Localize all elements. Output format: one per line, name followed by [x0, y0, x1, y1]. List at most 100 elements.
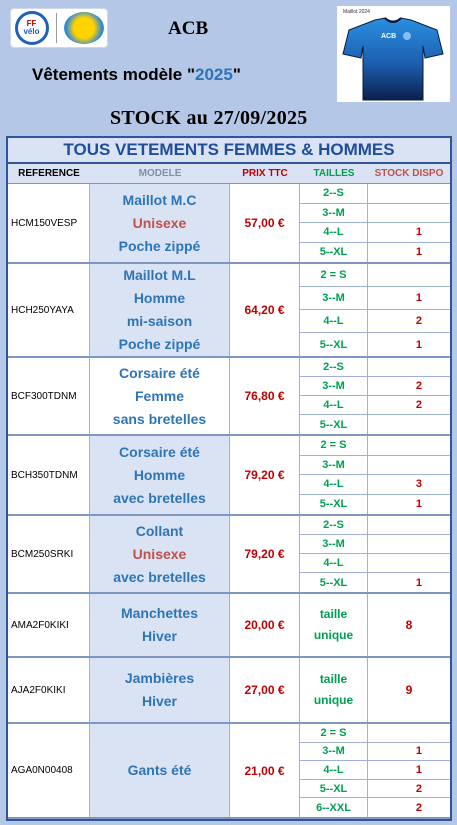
size-label: 2--S: [300, 184, 368, 203]
stock-qty: 3: [415, 478, 422, 491]
model-cell: Maillot M.L Homme mi-saison Poche zippé: [90, 264, 230, 356]
model-line: Homme: [133, 290, 186, 306]
stock-qty: [368, 456, 450, 475]
model-line: Gants été: [127, 762, 192, 778]
stock-qty: 2: [415, 315, 422, 327]
size-label: 4--L: [300, 310, 368, 332]
sizes-cell: 2 = S 3--M 1 4--L 1 5--XL 2 6--XXL 2: [300, 724, 450, 817]
stock-qty: 1: [415, 338, 422, 351]
size-label: 3--M: [300, 742, 368, 761]
size-label: 4--L: [300, 761, 368, 779]
size-label: 5--XL: [300, 242, 368, 262]
model-line: Hiver: [141, 693, 178, 709]
table-row: BCM250SRKI Collant Unisexe avec bretelles 79…: [8, 516, 450, 594]
size-label: 5--XL: [300, 779, 368, 798]
stock-qty: 2: [415, 782, 422, 795]
table-row: AJA2F0KIKI Jambières Hiver 27,00 € taille uni…: [8, 658, 450, 724]
model-line: Hiver: [141, 628, 178, 644]
reference-cell: BCH350TDNM: [8, 436, 90, 514]
stock-date-title: STOCK au 27/09/2025: [110, 107, 308, 129]
size-row: 5--XL: [300, 415, 450, 434]
size-row: 3--M 2: [300, 377, 450, 396]
size-label: 3--M: [300, 455, 368, 474]
stock-qty: 1: [415, 745, 422, 758]
size-label: 4--L: [300, 554, 368, 572]
size-row: 5--XL 1: [300, 573, 450, 592]
price-cell: 20,00 €: [230, 594, 300, 656]
size-row: 4--L 2: [300, 310, 450, 333]
subtitle: Vêtements modèle "2025": [32, 65, 241, 84]
size-label: 5--XL: [300, 494, 368, 514]
size-row: 3--M: [300, 535, 450, 554]
stock-qty: [368, 415, 450, 434]
size-row: 6--XXL 2: [300, 798, 450, 817]
size-row: 2--S: [300, 184, 450, 204]
page-header: FF vélo ACB Vêtements modèle "2025" STOCK…: [0, 0, 457, 136]
col-header-tailles: TAILLES: [300, 164, 368, 184]
sizes-cell: 2 = S 3--M 1 4--L 2 5--XL 1: [300, 264, 450, 356]
size-label: 4--L: [300, 475, 368, 494]
stock-qty: 1: [415, 576, 422, 589]
club-title: ACB: [168, 18, 209, 39]
model-line: Poche zippé: [118, 336, 201, 352]
stock-qty: 8: [405, 618, 413, 632]
col-header-prix: PRIX TTC: [230, 164, 300, 184]
col-header-reference: REFERENCE: [8, 164, 90, 184]
stock-qty: 1: [415, 763, 422, 776]
size-row: 4--L 2: [300, 396, 450, 415]
stock-qty: 1: [415, 292, 422, 304]
size-row: 3--M: [300, 455, 450, 475]
size-row: 5--XL 1: [300, 333, 450, 356]
table-row: BCH350TDNM Corsaire été Homme avec bretelle…: [8, 436, 450, 516]
model-cell: Corsaire été Femme sans bretelles: [90, 358, 230, 434]
stock-qty: 2: [415, 380, 422, 392]
model-line: Poche zippé: [118, 237, 201, 254]
sizes-cell: taille unique 9: [300, 658, 450, 722]
model-line: Collant: [135, 522, 184, 539]
size-row: 3--M: [300, 203, 450, 223]
table-row: HCH250YAYA Maillot M.L Homme mi-saison Poche…: [8, 264, 450, 358]
stock-qty: 9: [405, 683, 413, 697]
reference-cell: BCF300TDNM: [8, 358, 90, 434]
size-row: 2--S: [300, 358, 450, 377]
price-cell: 76,80 €: [230, 358, 300, 434]
model-line: Homme: [133, 466, 186, 483]
stock-qty: [368, 516, 450, 534]
size-label: 3--M: [300, 535, 368, 553]
subtitle-year: 2025: [195, 65, 233, 84]
stock-table: TOUS VETEMENTS FEMMES & HOMMES REFERENCE…: [6, 136, 452, 821]
size-label: 3--M: [300, 287, 368, 309]
model-line: Corsaire été: [119, 443, 200, 460]
size-label: 2 = S: [300, 436, 368, 455]
size-row: taille unique 9: [300, 658, 450, 722]
size-label: 4--L: [300, 396, 368, 414]
model-line: Femme: [134, 387, 185, 404]
price-cell: 27,00 €: [230, 658, 300, 722]
price-cell: 21,00 €: [230, 724, 300, 817]
jersey-icon: ACB: [342, 17, 444, 101]
model-line: Maillot M.L: [123, 267, 196, 283]
price-cell: 79,20 €: [230, 516, 300, 592]
sizes-cell: 2--S 3--M 2 4--L 2 5--XL: [300, 358, 450, 434]
sizes-cell: taille unique 8: [300, 594, 450, 656]
model-line: Jambières: [124, 670, 195, 686]
logo-divider: [55, 13, 57, 43]
size-row: taille unique 8: [300, 594, 450, 656]
size-row: 2 = S: [300, 724, 450, 743]
col-header-modele: MODELE: [90, 164, 230, 184]
table-title: TOUS VETEMENTS FEMMES & HOMMES: [8, 138, 450, 164]
col-header-stock: STOCK DISPO: [368, 164, 450, 184]
size-label: 2--S: [300, 358, 368, 376]
sizes-cell: 2 = S 3--M 4--L 3 5--XL 1: [300, 436, 450, 514]
reference-cell: AJA2F0KIKI: [8, 658, 90, 722]
size-row: 4--L 3: [300, 475, 450, 495]
size-row: 4--L 1: [300, 223, 450, 243]
model-cell: Maillot M.C Unisexe Poche zippé: [90, 184, 230, 262]
model-line: mi-saison: [126, 313, 193, 329]
stock-qty: 1: [415, 246, 422, 259]
model-line: Corsaire été: [119, 364, 200, 381]
reference-cell: AGA0N00408: [8, 724, 90, 817]
price-cell: 79,20 €: [230, 436, 300, 514]
size-label: 5--XL: [300, 333, 368, 356]
size-row: 4--L 1: [300, 761, 450, 780]
